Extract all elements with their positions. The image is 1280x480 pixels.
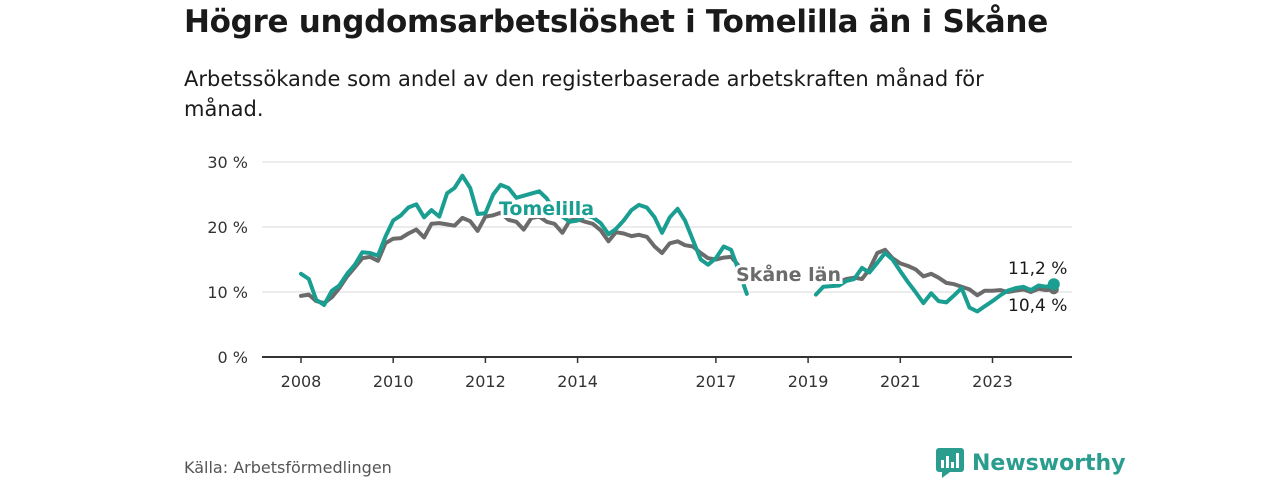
x-tick-label: 2023 [972,372,1013,391]
series-label-skane: Skåne län [736,262,841,286]
chart-title: Högre ungdomsarbetslöshet i Tomelilla än… [184,4,1048,40]
y-tick-label: 30 % [207,153,248,172]
y-axis-ticks: 0 % 10 % 20 % 30 % [207,153,248,367]
x-tick-label: 2014 [557,372,598,391]
end-value-label-tomelilla: 11,2 % [1008,259,1067,279]
chart-subtitle: Arbetssökande som andel av den registerb… [184,67,984,121]
newsworthy-logo-icon [936,448,964,478]
x-tick-label: 2021 [880,372,921,391]
y-tick-label: 20 % [207,218,248,237]
y-tick-label: 10 % [207,283,248,302]
series-lines [299,173,1060,314]
x-tick-label: 2019 [788,372,829,391]
x-tick-label: 2008 [281,372,322,391]
series-line-skane [299,210,1056,306]
source-note: Källa: Arbetsförmedlingen [184,458,392,477]
series-label-tomelilla: Tomelilla [499,198,594,220]
end-value-label-skane: 10,4 % [1008,296,1067,316]
x-tick-label: 2010 [373,372,414,391]
series-labels: Tomelilla Skåne län 11,2 % 10,4 % [496,195,1067,316]
x-tick-label: 2017 [696,372,737,391]
y-tick-label: 0 % [218,348,248,367]
series-end-point-tomelilla [1047,278,1060,291]
x-tick-label: 2012 [465,372,506,391]
brand-name: Newsworthy [972,450,1126,476]
x-axis-ticks: 2008 2010 2012 2014 2017 2019 2021 2023 [262,356,1072,391]
brand-logo[interactable]: Newsworthy [936,448,1126,478]
series-line-tomelilla [299,173,1056,314]
